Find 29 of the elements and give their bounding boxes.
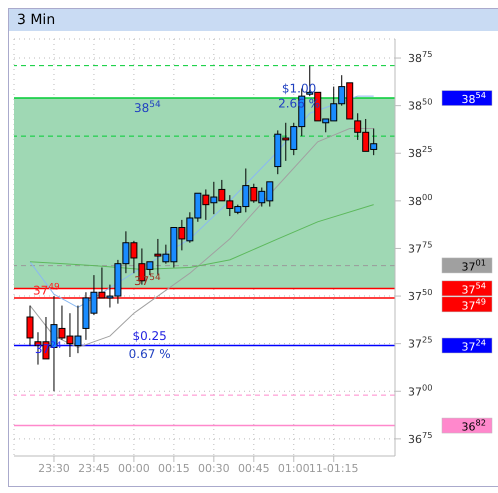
y-tick-label: 38$^{75}$	[408, 49, 432, 66]
chart-title: 3 Min	[9, 9, 498, 31]
x-tick-label: 23:30	[38, 462, 70, 475]
x-tick-label: 00:45	[238, 462, 270, 475]
y-tick-label: 36$^{75}$	[408, 430, 432, 446]
annotation: 0.67 %	[128, 346, 171, 361]
x-tick-label: 00:15	[158, 462, 190, 475]
text: 37$^{24}$	[462, 337, 486, 354]
x-tick-label: 11-01:15	[308, 462, 359, 475]
y-tick-label: 37$^{50}$	[408, 287, 432, 304]
annotation: 37$^{24}$	[34, 341, 62, 356]
x-tick-label: 00:30	[198, 462, 230, 475]
y-tick-label: 37$^{25}$	[408, 334, 432, 351]
text: 37$^{54}$	[462, 280, 486, 296]
text: 37$^{01}$	[462, 257, 486, 274]
text: 36$^{82}$	[462, 418, 486, 434]
annotation: $0.25	[132, 328, 167, 343]
y-tick-label: 38$^{50}$	[408, 96, 432, 113]
y-tick-label: 37$^{00}$	[408, 382, 432, 398]
candlestick	[26, 305, 34, 346]
text: 37$^{49}$	[462, 296, 486, 312]
y-tick-label: 38$^{25}$	[408, 144, 432, 160]
text: 38$^{54}$	[462, 90, 486, 106]
x-tick-label: 23:45	[78, 462, 110, 475]
x-tick-label: 00:00	[118, 462, 150, 475]
y-tick-label: 37$^{75}$	[408, 239, 432, 256]
y-tick-label: 38$^{00}$	[408, 192, 432, 208]
x-tick-label: 01:00	[278, 462, 310, 475]
annotation: 38$^{54}$	[134, 100, 161, 115]
